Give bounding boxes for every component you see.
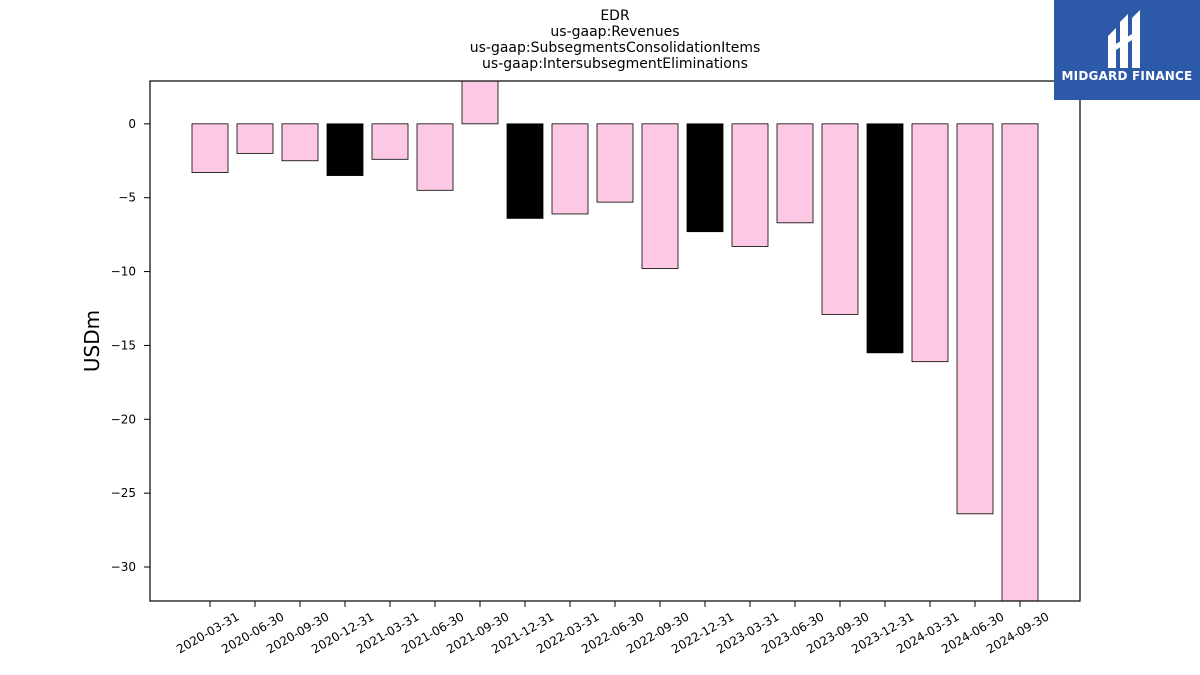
chart-title-line-3: us-gaap:SubsegmentsConsolidationItems xyxy=(469,40,761,56)
bar-2024-06-30 xyxy=(956,123,994,515)
x-axis: 2020-03-312020-06-302020-09-302020-12-31… xyxy=(174,601,1052,656)
bar-2023-12-31 xyxy=(866,123,904,354)
bar-2022-12-31 xyxy=(686,123,724,233)
bar-2022-09-30 xyxy=(641,123,679,270)
midgard-finance-logo: MIDGARD FINANCE xyxy=(1054,0,1200,100)
bars-group xyxy=(191,80,1039,602)
y-tick-label: 0 xyxy=(128,117,136,131)
plot-frame xyxy=(149,80,1081,602)
y-tick-label: −5 xyxy=(118,191,136,205)
bar-2022-06-30 xyxy=(596,123,634,203)
y-tick-label: −30 xyxy=(111,560,136,574)
chart-title-line-4: us-gaap:IntersubsegmentEliminations xyxy=(482,56,748,72)
y-tick-label: −15 xyxy=(111,338,136,352)
bar-2021-03-31 xyxy=(371,123,409,160)
bar-2021-12-31 xyxy=(506,123,544,219)
midgard-logo-icon xyxy=(1108,10,1140,68)
bar-2020-09-30 xyxy=(281,123,319,162)
bar-2023-09-30 xyxy=(821,123,859,315)
chart-title-line-2: us-gaap:Revenues xyxy=(550,24,680,40)
bar-2020-12-31 xyxy=(326,123,364,176)
bar-2021-09-30 xyxy=(461,80,499,125)
bar-2021-06-30 xyxy=(416,123,454,191)
logo-text: MIDGARD FINANCE xyxy=(1061,69,1193,83)
y-tick-label: −25 xyxy=(111,486,136,500)
bar-2023-06-30 xyxy=(776,123,814,224)
y-axis-label: USDm xyxy=(80,310,104,372)
bar-2024-03-31 xyxy=(911,123,949,363)
y-tick-label: −10 xyxy=(111,265,136,279)
bar-2020-03-31 xyxy=(191,123,229,173)
y-axis: 0 −5 −10 −15 −20 −25 −30 xyxy=(111,117,150,574)
bar-2024-09-30 xyxy=(1001,123,1039,602)
bar-2022-03-31 xyxy=(551,123,589,215)
chart-title-line-1: EDR xyxy=(600,8,630,24)
bar-2023-03-31 xyxy=(731,123,769,247)
y-tick-label: −20 xyxy=(111,412,136,426)
bar-2020-06-30 xyxy=(236,123,274,154)
